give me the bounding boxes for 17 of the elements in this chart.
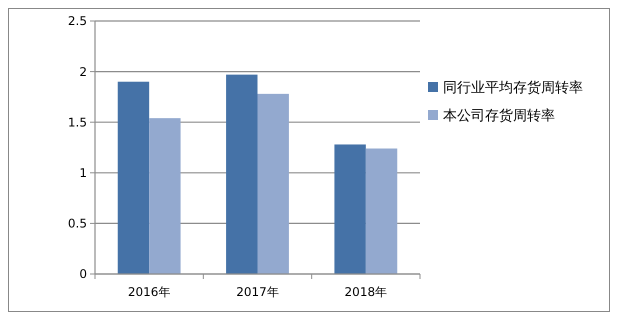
x-tick-label: 2016年 (128, 285, 170, 299)
legend-label: 本公司存货周转率 (443, 108, 555, 124)
x-tick-label: 2018年 (344, 285, 388, 299)
x-tick-label: 2017年 (236, 285, 279, 299)
y-tick-label: 1 (79, 166, 87, 180)
y-tick-label: 2 (79, 64, 87, 79)
bar (366, 148, 398, 274)
bar (258, 94, 289, 274)
y-tick-label: 1.5 (68, 115, 87, 130)
y-tick-label: 0 (79, 267, 87, 282)
bar (226, 74, 258, 274)
bar (149, 118, 181, 274)
y-tick-label: 0.5 (68, 216, 87, 231)
legend-label: 同行业平均存货周转率 (443, 80, 583, 96)
bar (118, 82, 150, 274)
y-tick-label: 2.5 (68, 14, 87, 28)
bar (334, 144, 366, 274)
